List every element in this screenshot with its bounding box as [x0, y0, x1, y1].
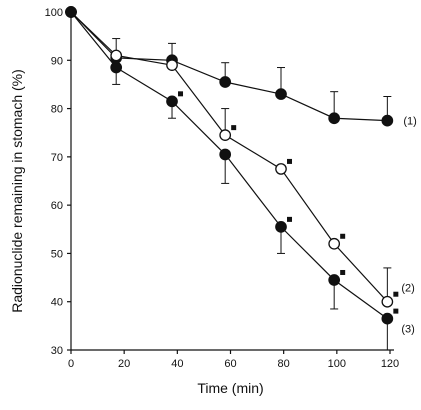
data-point [328, 274, 341, 286]
axes [70, 12, 394, 351]
data-point [381, 295, 394, 308]
significance-marker [340, 269, 346, 275]
series-label: (2) [401, 283, 414, 295]
data-point [110, 61, 123, 74]
y-tick-label: 40 [51, 297, 63, 309]
significance-marker [393, 291, 399, 297]
significance-marker [287, 216, 293, 222]
series-label: (1) [403, 116, 416, 128]
significance-marker [340, 233, 346, 239]
data-point [110, 49, 123, 62]
ticks: 30 40 50 60 70 80 90 100 0 20 40 60 80 100 120 [45, 7, 400, 370]
y-axis-title: Radionuclide remaining in stomach (%) [9, 69, 25, 313]
x-tick-label: 120 [381, 358, 399, 370]
series-label: (3) [401, 324, 414, 336]
y-tick-label: 80 [51, 104, 63, 116]
y-tick-label: 90 [51, 55, 63, 67]
data-point [381, 114, 394, 127]
data-point [275, 221, 287, 233]
series-2: (2) [65, 6, 415, 308]
data-point [166, 59, 178, 71]
x-tick-label: 60 [224, 358, 236, 370]
significance-marker [287, 158, 293, 164]
data-point [381, 312, 394, 325]
data-point [219, 148, 232, 161]
x-tick-label: 0 [68, 358, 74, 370]
data-point [166, 95, 178, 108]
data-point [219, 129, 232, 141]
data-point [65, 6, 77, 18]
data-point [275, 88, 287, 100]
x-axis-title: Time (min) [197, 380, 263, 396]
significance-marker [178, 91, 184, 97]
significance-marker [231, 125, 237, 131]
y-tick-label: 30 [51, 345, 63, 357]
series-3: (3) [65, 6, 415, 351]
significance-marker [393, 308, 399, 314]
x-tick-label: 20 [118, 358, 130, 370]
data-point [275, 163, 287, 175]
series-layer: (1) (2) (3) [65, 6, 417, 351]
data-point [328, 112, 341, 125]
x-tick-label: 40 [171, 358, 183, 370]
x-tick-label: 100 [328, 358, 346, 370]
y-tick-label: 60 [51, 200, 63, 212]
data-point [219, 76, 232, 88]
y-tick-label: 70 [51, 152, 63, 164]
y-tick-label: 100 [45, 7, 63, 19]
data-point [328, 237, 341, 250]
x-tick-label: 80 [278, 358, 290, 370]
y-tick-label: 50 [51, 248, 63, 260]
